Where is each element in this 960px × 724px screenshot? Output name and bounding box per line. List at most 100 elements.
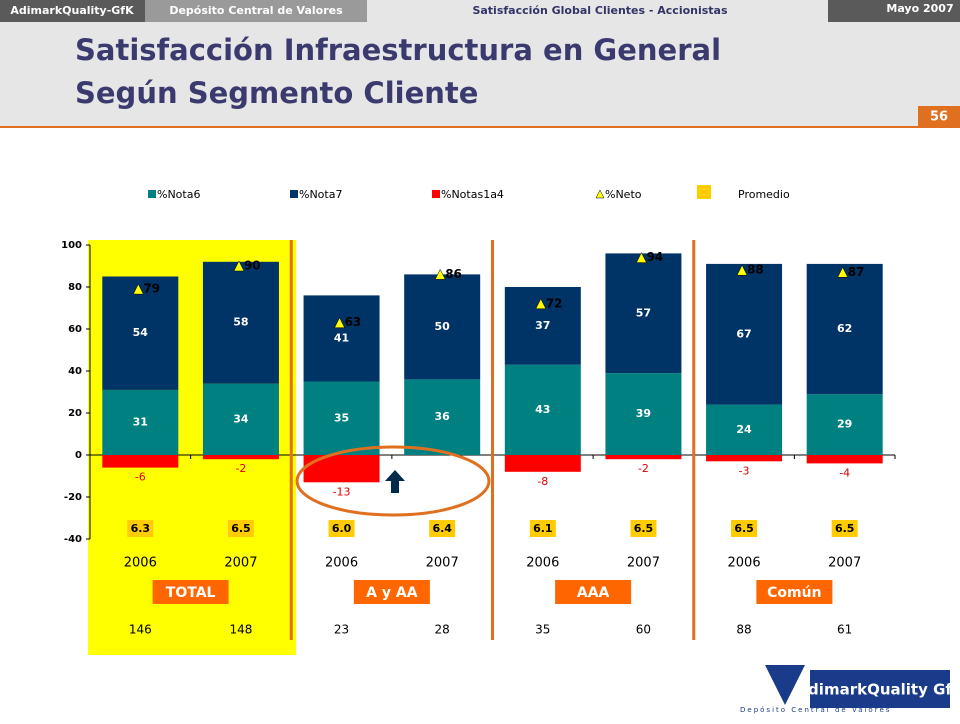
bar [706, 455, 783, 462]
legend-swatch [148, 190, 156, 198]
bar [806, 394, 883, 455]
group-label: AAA [577, 585, 610, 601]
data-label: 29 [837, 418, 852, 431]
data-label: 86 [445, 267, 462, 281]
x-tick-label: 2006 [124, 556, 157, 571]
bar [806, 455, 883, 464]
adimark-logo [810, 670, 950, 708]
x-tick-label: 2007 [627, 556, 660, 571]
y-tick-label: 40 [68, 366, 82, 377]
data-label: 6.4 [432, 522, 452, 535]
study: Satisfacción Global Clientes - Accionist… [472, 4, 728, 17]
x-tick-label: 2007 [828, 556, 861, 571]
page-number: 56 [930, 110, 948, 125]
data-label: -6 [135, 471, 146, 484]
count-label: 23 [334, 623, 349, 637]
count-label: 28 [435, 623, 450, 637]
bar [202, 383, 279, 455]
promedio-box [630, 520, 657, 537]
chart: -40 -20 0 20 40 60 80 100 %Nota6 %Nota7 %Notas1a4%… [61, 185, 896, 640]
legend-swatch [595, 189, 605, 199]
legend-swatch [697, 185, 711, 199]
bar [605, 373, 682, 455]
bar [504, 287, 581, 365]
title: Satisfacción Infraestructura en General [75, 33, 721, 67]
neto-marker [434, 268, 446, 280]
data-label: -2 [638, 462, 649, 475]
bar [102, 276, 179, 390]
data-label: 58 [233, 316, 248, 329]
bar [303, 295, 380, 382]
neto-marker [132, 283, 144, 295]
group-label: Común [767, 585, 821, 601]
bar [102, 389, 179, 455]
data-label: 43 [535, 403, 550, 416]
y-tick-label: 80 [68, 282, 82, 293]
neto-marker [736, 264, 748, 276]
brand: AdimarkQuality-GfK [10, 4, 134, 17]
brand-tab [0, 0, 145, 22]
page-box [918, 106, 960, 127]
neto-marker [233, 260, 245, 272]
promedio-box [831, 520, 858, 537]
bar [202, 261, 279, 384]
highlight-ellipse [295, 445, 491, 517]
bar [202, 455, 279, 460]
group-box [152, 580, 229, 604]
y-tick-label: 60 [68, 324, 82, 335]
date-tab [828, 0, 960, 22]
dcv-logo [765, 665, 805, 705]
group-label: TOTAL [166, 585, 216, 601]
bar [806, 263, 883, 395]
bar [303, 381, 380, 455]
neto-marker [837, 266, 849, 278]
promedio-box [227, 520, 254, 537]
count-label: 60 [636, 623, 651, 637]
promedio-box [529, 520, 556, 537]
logo-right: AdimarkQuality GfK [796, 681, 960, 699]
legend-swatch [290, 190, 298, 198]
data-label: 90 [244, 259, 261, 273]
group-box [353, 580, 430, 604]
legend-label: Promedio [738, 188, 790, 201]
group-box [555, 580, 632, 604]
neto-marker [535, 298, 547, 310]
data-label: 6.5 [634, 522, 654, 535]
data-label: -8 [537, 475, 548, 488]
title: Según Segmento Cliente [75, 76, 478, 110]
data-label: 6.1 [533, 522, 553, 535]
bar [706, 263, 783, 405]
group-label: A y AA [366, 585, 418, 601]
data-label: -13 [333, 485, 351, 498]
bar [706, 404, 783, 455]
data-label: 79 [143, 282, 160, 296]
promedio-box [328, 520, 355, 537]
legend-label: %Nota6 [157, 188, 200, 201]
data-label: 41 [334, 331, 349, 344]
data-label: 6.5 [734, 522, 754, 535]
data-label: 31 [133, 415, 148, 428]
data-label: -2 [235, 462, 246, 475]
data-label: 36 [435, 410, 451, 423]
count-label: 148 [229, 623, 252, 637]
data-label: 62 [837, 322, 852, 335]
client: Depósito Central de Valores [169, 4, 343, 17]
data-label: 87 [848, 265, 865, 279]
date: Mayo 2007 [886, 2, 953, 15]
data-label: 6.0 [332, 522, 352, 535]
y-tick-label: -40 [64, 534, 82, 545]
bar [303, 455, 380, 483]
neto-marker [636, 252, 647, 263]
data-label: 54 [133, 326, 149, 339]
client-tab [145, 0, 367, 22]
promedio-box [429, 520, 456, 537]
x-tick-label: 2007 [224, 556, 257, 571]
data-label: 35 [334, 411, 349, 424]
count-label: 88 [736, 623, 751, 637]
data-label: 50 [435, 320, 451, 333]
data-label: 57 [636, 306, 651, 319]
data-label: 94 [646, 250, 663, 264]
neto-marker [334, 317, 345, 328]
data-label: 72 [546, 296, 563, 310]
legend-label: %Notas1a4 [441, 188, 504, 201]
